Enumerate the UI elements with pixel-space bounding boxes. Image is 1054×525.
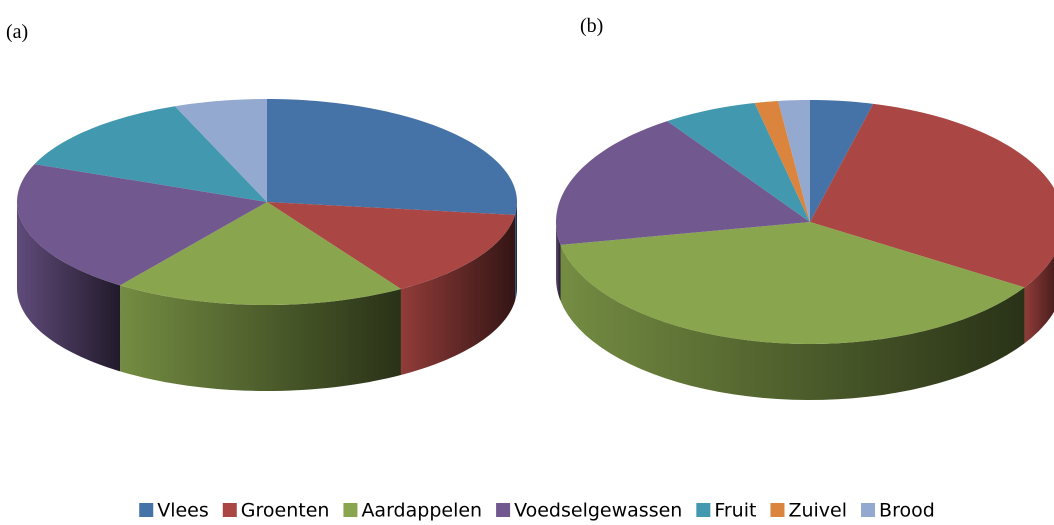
legend-swatch <box>696 503 711 517</box>
legend-label: Aardappelen <box>361 500 482 522</box>
pie-side <box>560 244 1025 400</box>
pie-side <box>556 222 561 301</box>
pie-slice <box>810 100 874 222</box>
pie-slice <box>560 222 1025 344</box>
legend-label: Zuivel <box>788 500 847 522</box>
pie-slice <box>556 121 810 245</box>
pie-side <box>1024 255 1054 344</box>
legend-swatch <box>861 503 876 517</box>
pie-slice <box>174 99 267 202</box>
legend-swatch <box>770 503 785 517</box>
pie-slice <box>778 100 810 222</box>
pie-slice <box>34 106 267 202</box>
legend-label: Voedselgewassen <box>514 500 682 522</box>
pie-side <box>400 214 516 375</box>
chart-title: (a) <box>6 21 28 43</box>
pie-side <box>515 202 517 301</box>
pie-slice <box>17 164 267 286</box>
pie-slice <box>267 99 517 215</box>
legend-label: Fruit <box>714 500 756 522</box>
legend-swatch <box>222 503 237 517</box>
pie-slice <box>120 202 401 305</box>
pie-slice <box>754 100 810 222</box>
legend-label: Brood <box>879 500 935 522</box>
pie-side <box>120 285 401 391</box>
legend-label: Groenten <box>241 500 330 522</box>
legend-swatch <box>139 503 154 517</box>
pie-side <box>17 202 121 372</box>
legend-swatch <box>496 503 511 517</box>
legend-swatch <box>343 503 358 517</box>
pie-slice <box>267 202 516 289</box>
chart-title: (b) <box>580 15 603 37</box>
legend-label: Vlees <box>157 500 209 522</box>
pie-slice <box>667 102 810 222</box>
pie-slice <box>810 103 1054 288</box>
legend: Vlees Groenten Aardappelen Voedselgewassen F… <box>139 500 935 522</box>
